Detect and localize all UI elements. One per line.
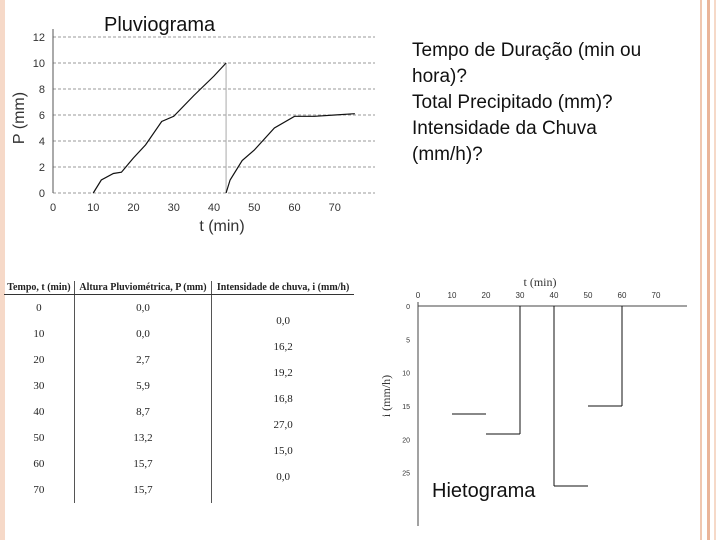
cell-time: 60 xyxy=(33,458,45,470)
cell-height: 15,7 xyxy=(73,477,212,503)
hieto-xtick-label: 0 xyxy=(416,291,421,300)
pluvio-x-axis-label: t (min) xyxy=(199,218,244,235)
intensity-value: 0,0 xyxy=(276,315,290,327)
cell-height: 5,9 xyxy=(73,373,212,399)
right-stripe xyxy=(700,0,702,540)
pluvio-xtick-label: 20 xyxy=(127,202,139,214)
cell-intensity: 15,0 xyxy=(211,445,354,477)
cell-height: 15,7 xyxy=(73,451,212,477)
hieto-xtick-label: 70 xyxy=(652,291,661,300)
pluvio-ytick-label: 8 xyxy=(39,84,45,96)
pluviogram-title: Pluviograma xyxy=(104,14,216,36)
intensity-value: 15,0 xyxy=(273,445,293,457)
question-line-2: hora)? xyxy=(412,66,467,87)
hieto-xtick-label: 20 xyxy=(482,291,491,300)
hieto-xtick-label: 60 xyxy=(618,291,627,300)
pluvio-ytick-label: 12 xyxy=(33,32,45,44)
table-row: 40 8,7 16,8 xyxy=(4,393,354,425)
cell-height: 0,0 xyxy=(73,294,212,321)
table-row: 30 5,9 19,2 xyxy=(4,367,354,399)
cell-height: 13,2 xyxy=(73,425,212,451)
rain-data-table: Tempo, t (min) Altura Pluviométrica, P (… xyxy=(4,281,354,503)
intensity-value: 27,0 xyxy=(273,419,293,431)
cell-height: 8,7 xyxy=(73,399,212,425)
table-row: 20 2,7 16,2 xyxy=(4,341,354,373)
hieto-xtick-label: 30 xyxy=(516,291,525,300)
hietogram-label: Hietograma xyxy=(432,480,536,503)
hieto-ytick-label: 5 xyxy=(406,337,410,344)
pluvio-ytick-label: 0 xyxy=(39,188,45,200)
cell-intensity: 19,2 xyxy=(211,367,354,399)
cell-intensity: 0,0 xyxy=(211,471,354,503)
table-row: 10 0,0 0,0 xyxy=(4,315,354,347)
cell-height: 0,0 xyxy=(73,321,212,347)
intensity-value: 0,0 xyxy=(276,471,290,483)
intensity-value: 19,2 xyxy=(273,367,293,379)
left-stripe xyxy=(0,0,5,540)
pluviogram-chart: 0 2 4 6 8 10 12 0 10 20 30 40 50 60 70 t (min) P (mm) xyxy=(11,29,375,235)
cell-time: 10 xyxy=(33,328,45,340)
intensity-value: 16,8 xyxy=(273,393,293,405)
hieto-ytick-label: 20 xyxy=(402,437,410,444)
question-line-4: Intensidade da Chuva xyxy=(412,118,597,139)
hieto-y-axis-label: i (mm/h) xyxy=(379,375,393,417)
hieto-ytick-label: 10 xyxy=(402,371,410,378)
pluvio-ytick-label: 6 xyxy=(39,110,45,122)
col-header-intensity: Intensidade de chuva, i (mm/h) xyxy=(211,281,354,295)
hieto-ytick-label: 25 xyxy=(402,471,410,478)
hieto-ytick-label: 15 xyxy=(402,404,410,411)
col-header-height: Altura Pluviométrica, P (mm) xyxy=(73,281,212,295)
pluvio-xtick-label: 50 xyxy=(248,202,260,214)
questions-text: Tempo de Duração (min ou hora)? Total Pr… xyxy=(412,38,692,168)
pluvio-xtick-label: 40 xyxy=(208,202,220,214)
col-header-time: Tempo, t (min) xyxy=(4,281,75,295)
pluvio-xtick-label: 60 xyxy=(288,202,300,214)
pluvio-series-line-1 xyxy=(92,62,227,194)
hieto-xtick-label: 40 xyxy=(550,291,559,300)
cell-intensity: 16,8 xyxy=(211,393,354,425)
hieto-xtick-label: 10 xyxy=(448,291,457,300)
question-line-3: Total Precipitado (mm)? xyxy=(412,92,613,113)
pluvio-xtick-label: 10 xyxy=(87,202,99,214)
pluvio-xtick-label: 30 xyxy=(168,202,180,214)
cell-intensity: 16,2 xyxy=(211,341,354,373)
cell-time: 50 xyxy=(33,432,45,444)
cell-intensity xyxy=(211,294,354,321)
hieto-x-axis-label: t (min) xyxy=(524,275,557,289)
question-line-1: Tempo de Duração (min ou xyxy=(412,40,642,61)
cell-intensity: 27,0 xyxy=(211,419,354,451)
table-row: 0 0,0 xyxy=(4,294,354,321)
question-line-5: (mm/h)? xyxy=(412,144,483,165)
cell-time: 40 xyxy=(33,406,45,418)
cell-time: 30 xyxy=(33,380,45,392)
intensity-value: 16,2 xyxy=(273,341,293,353)
cell-time: 70 xyxy=(33,484,45,496)
table-row: 70 15,7 0,0 xyxy=(4,471,354,503)
hieto-ytick-label: 0 xyxy=(406,304,410,311)
table-row: 50 13,2 27,0 xyxy=(4,419,354,451)
pluvio-xtick-label: 0 xyxy=(50,202,56,214)
pluvio-series-line-2 xyxy=(225,113,355,194)
pluvio-y-axis-label: P (mm) xyxy=(11,92,28,144)
pluvio-ytick-label: 10 xyxy=(33,58,45,70)
table-row: 60 15,7 15,0 xyxy=(4,445,354,477)
cell-time: 0 xyxy=(36,302,42,314)
pluvio-xtick-label: 70 xyxy=(329,202,341,214)
pluvio-ytick-label: 4 xyxy=(39,136,45,148)
pluvio-ytick-label: 2 xyxy=(39,162,45,174)
right-stripe-3 xyxy=(714,0,716,540)
hietogram-chart: 0 10 20 30 40 50 60 70 0 5 10 15 20 25 t (min) i (mm/h) xyxy=(379,275,687,526)
cell-intensity: 0,0 xyxy=(211,315,354,347)
cell-time: 20 xyxy=(33,354,45,366)
hieto-xtick-label: 50 xyxy=(584,291,593,300)
right-stripe-2 xyxy=(707,0,710,540)
cell-height: 2,7 xyxy=(73,347,212,373)
